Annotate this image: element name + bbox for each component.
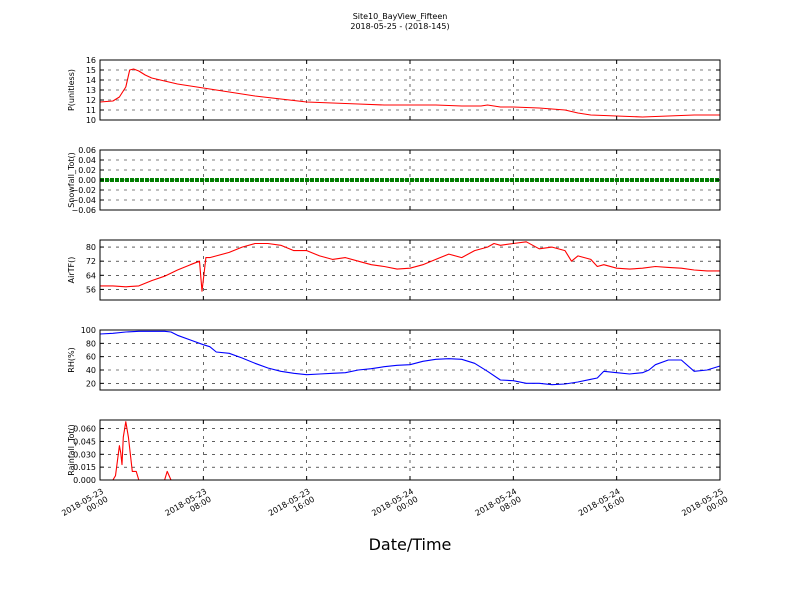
y-tick-label: 0.030: [73, 450, 96, 459]
y-axis-label: AirTF(): [67, 257, 76, 284]
x-tick-label: 2018-05-2400:00: [370, 487, 419, 526]
y-tick-label: 0.060: [73, 425, 96, 434]
y-tick-label: 0.045: [73, 437, 96, 446]
y-axis-label: RH(%): [67, 347, 76, 372]
x-axis-label: Date/Time: [369, 535, 452, 554]
y-axis-label: Snowfall_Tot(): [67, 152, 76, 208]
x-tick-label: 2018-05-2416:00: [577, 487, 626, 526]
series-line: [100, 241, 720, 292]
y-tick-label: 0.06: [78, 146, 96, 155]
y-tick-label: 16: [86, 56, 96, 65]
y-tick-label: −0.06: [71, 206, 96, 215]
y-tick-label: 72: [86, 257, 96, 266]
figure-title: Site10_BayView_Fifteen: [353, 12, 448, 21]
y-tick-label: 0.02: [78, 166, 96, 175]
y-tick-label: 20: [86, 379, 96, 388]
panel-snowfall: −0.06−0.04−0.020.000.020.040.06Snowfall_…: [67, 146, 721, 215]
y-tick-label: 10: [86, 116, 96, 125]
y-tick-label: 14: [86, 76, 96, 85]
y-tick-label: −0.02: [71, 186, 96, 195]
y-tick-label: 100: [81, 326, 96, 335]
y-tick-label: 80: [86, 339, 96, 348]
y-tick-label: 0.00: [78, 176, 96, 185]
y-tick-label: 0.04: [78, 156, 96, 165]
y-tick-label: 0.015: [73, 463, 96, 472]
y-tick-label: 13: [86, 86, 96, 95]
series-line: [99, 330, 721, 386]
y-tick-label: 80: [86, 243, 96, 252]
y-tick-label: 56: [86, 285, 96, 294]
panel-air-temperature: 56 64 72 80 AirTF(): [67, 239, 721, 301]
series-line: [100, 421, 720, 481]
y-tick-label: 12: [86, 96, 96, 105]
x-tick-label: 2018-05-2308:00: [164, 487, 213, 526]
y-tick-label: 0.000: [73, 476, 96, 485]
y-axis-label: Rainfall_Tot(): [67, 424, 76, 476]
x-tick-label: 2018-05-2316:00: [267, 487, 316, 526]
x-tick-label: 2018-05-2408:00: [474, 487, 523, 526]
x-axis-ticks: 2018-05-2300:00 2018-05-2308:00 2018-05-23…: [60, 487, 729, 526]
series-line: [99, 68, 720, 118]
y-tick-label: 40: [86, 366, 96, 375]
x-tick-label: 2018-05-2500:00: [680, 487, 729, 526]
y-tick-label: 60: [86, 353, 96, 362]
y-tick-label: 11: [86, 106, 96, 115]
x-tick-label: 2018-05-2300:00: [60, 487, 109, 526]
figure-subtitle: 2018-05-25 - (2018-145): [350, 22, 449, 31]
y-tick-label: 64: [86, 271, 96, 280]
y-axis-label: P(unitless): [67, 69, 76, 111]
panel-relative-humidity: 20 40 60 80 100 RH(%): [67, 326, 721, 391]
y-tick-label: −0.04: [71, 196, 96, 205]
y-tick-label: 15: [86, 66, 96, 75]
